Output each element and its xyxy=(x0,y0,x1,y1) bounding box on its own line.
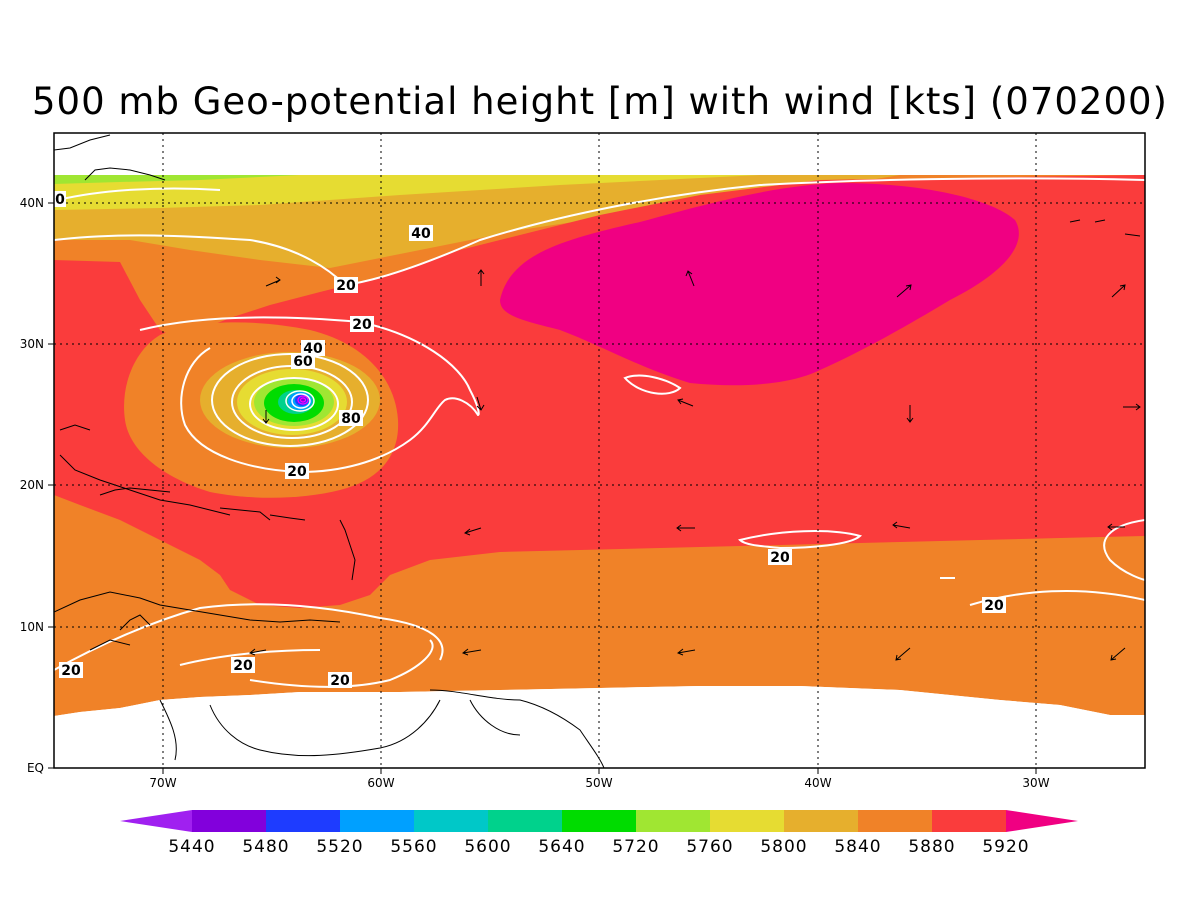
contour-label: 20 xyxy=(982,597,1006,614)
contour-label: 20 xyxy=(350,316,374,333)
colorbar-swatch xyxy=(192,810,266,832)
x-tick-labels: 70W 60W 50W 40W 30W xyxy=(149,776,1049,790)
core-contours xyxy=(285,390,315,412)
svg-text:20: 20 xyxy=(770,550,790,566)
y-tick-label: 10N xyxy=(20,620,44,634)
colorbar-level-label: 5720 xyxy=(612,837,659,857)
colorbar-labels: 5440 5480 5520 5560 5600 5640 5720 5760 5800 5840… xyxy=(168,837,1029,857)
svg-text:80: 80 xyxy=(341,411,361,427)
colorbar-level-label: 5640 xyxy=(538,837,585,857)
svg-text:20: 20 xyxy=(233,658,253,674)
y-tick-label: 40N xyxy=(20,196,44,210)
x-tick-label: 50W xyxy=(585,776,612,790)
y-tick-label: EQ xyxy=(27,761,44,775)
graticule xyxy=(54,133,1145,768)
svg-text:20: 20 xyxy=(336,278,356,294)
x-tick-label: 60W xyxy=(367,776,394,790)
colorbar-level-label: 5440 xyxy=(168,837,215,857)
colorbar-swatch xyxy=(266,810,340,832)
colorbar-level-label: 5600 xyxy=(464,837,511,857)
svg-text:20: 20 xyxy=(330,673,350,689)
svg-text:20: 20 xyxy=(984,598,1004,614)
colorbar-level-label: 5880 xyxy=(908,837,955,857)
map-plot-area: 40 20 20 40 60 80 20 20 20 20 20 20 0 xyxy=(54,133,1145,768)
colorbar-level-label: 5920 xyxy=(982,837,1029,857)
tick-marks xyxy=(48,202,1037,774)
x-tick-label: 30W xyxy=(1022,776,1049,790)
colorbar-swatch xyxy=(784,810,858,832)
colorbar-level-label: 5520 xyxy=(316,837,363,857)
colorbar xyxy=(120,810,1078,832)
field-5760 xyxy=(54,175,300,184)
contour-label: 20 xyxy=(59,662,83,679)
contour-label: 20 xyxy=(328,672,352,689)
svg-text:40: 40 xyxy=(411,226,431,242)
colorbar-swatch xyxy=(562,810,636,832)
svg-text:20: 20 xyxy=(352,317,372,333)
wind-vectors xyxy=(249,269,1141,661)
field-5800 xyxy=(54,175,760,210)
colorbar-swatch xyxy=(414,810,488,832)
svg-text:20: 20 xyxy=(61,663,81,679)
contour-label: 80 xyxy=(339,410,363,427)
map-title: 500 mb Geo-potential height [m] with win… xyxy=(32,80,1168,123)
contour-label: 20 xyxy=(768,549,792,566)
svg-text:0: 0 xyxy=(55,192,65,208)
contour-label: 20 xyxy=(285,463,309,480)
y-tick-labels: EQ 10N 20N 30N 40N xyxy=(20,196,44,775)
colorbar-swatch xyxy=(636,810,710,832)
contour-label: 40 xyxy=(409,225,433,242)
svg-text:20: 20 xyxy=(287,464,307,480)
colorbar-swatch xyxy=(488,810,562,832)
contour-label: 20 xyxy=(334,277,358,294)
colorbar-level-label: 5560 xyxy=(390,837,437,857)
colorbar-swatch xyxy=(858,810,932,832)
y-tick-label: 20N xyxy=(20,478,44,492)
y-tick-label: 30N xyxy=(20,337,44,351)
svg-text:60: 60 xyxy=(293,354,313,370)
contour-label: 20 xyxy=(231,657,255,674)
colorbar-level-label: 5480 xyxy=(242,837,289,857)
colorbar-swatch xyxy=(932,810,1006,832)
contour-labels: 40 20 20 40 60 80 20 20 20 20 20 20 0 xyxy=(54,191,1006,689)
core-contours-inner xyxy=(297,395,309,405)
field-5960 xyxy=(500,183,1019,386)
x-tick-label: 70W xyxy=(149,776,176,790)
colorbar-arrow-low xyxy=(120,810,192,832)
colorbar-swatch xyxy=(710,810,784,832)
colorbar-arrow-high xyxy=(1006,810,1078,832)
colorbar-level-label: 5760 xyxy=(686,837,733,857)
colorbar-level-label: 5840 xyxy=(834,837,881,857)
x-tick-label: 40W xyxy=(804,776,831,790)
colorbar-level-label: 5800 xyxy=(760,837,807,857)
colorbar-swatch xyxy=(340,810,414,832)
contour-label: 60 xyxy=(291,353,315,370)
coastlines xyxy=(54,134,1141,768)
contour-label-edge: 0 xyxy=(54,191,66,208)
